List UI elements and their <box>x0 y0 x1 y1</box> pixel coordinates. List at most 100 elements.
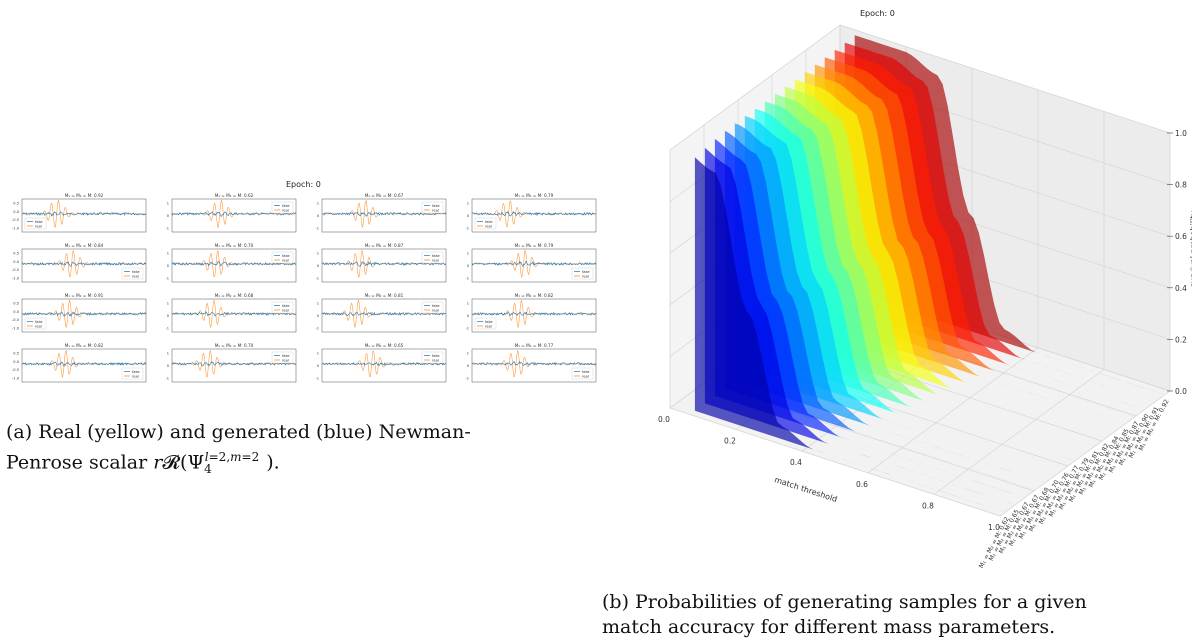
subplot-title: M₁ = M₂ = M: 0.82 <box>65 343 104 348</box>
legend-label-real: real <box>35 325 42 329</box>
y-tick-label: -1 <box>465 277 469 281</box>
y-tick-label: -1.0 <box>12 277 20 281</box>
y-tick-label: -1 <box>315 277 319 281</box>
y-tick-label: -1.0 <box>12 327 20 331</box>
y-tick-label: 0 <box>467 364 470 368</box>
y-tick-label: -1.0 <box>12 377 20 381</box>
z-tick-label: 0.6 <box>1175 232 1187 241</box>
real-series-line <box>172 199 296 229</box>
caption-a-line2: Penrose scalar <box>6 451 154 474</box>
subplot-title: M₁ = M₂ = M: 0.68 <box>215 293 254 298</box>
fake-series-line <box>321 260 447 267</box>
waveform-grid: M₁ = M₂ = M: 0.920.50.0-0.5-1.0fakerealM… <box>12 193 597 383</box>
caption-b-line2: match accuracy for different mass parame… <box>602 616 1056 638</box>
y-tick-label: 0.0 <box>13 260 19 264</box>
y-tick-label: 0 <box>167 364 170 368</box>
legend-label-real: real <box>282 259 289 263</box>
legend-label-fake: fake <box>282 254 290 258</box>
y-tick-label: 1 <box>467 302 469 306</box>
z-tick-label: 0.2 <box>1175 335 1187 344</box>
legend-label-real: real <box>582 375 589 379</box>
legend-label-fake: fake <box>485 220 493 224</box>
y-tick-label: 1 <box>467 352 469 356</box>
legend-label-fake: fake <box>485 320 493 324</box>
y-tick-label: -0.5 <box>12 368 19 372</box>
z-tick-label: 1.0 <box>1175 129 1187 138</box>
y-tick-label: 0 <box>167 214 170 218</box>
y-tick-label: -1 <box>315 327 319 331</box>
caption-a: (a) Real (yellow) and generated (blue) N… <box>6 421 471 477</box>
subplot-title: M₁ = M₂ = M: 0.91 <box>65 293 104 298</box>
fake-series-line <box>471 311 597 316</box>
y-tick-label: 0 <box>167 314 170 318</box>
caption-b: (b) Probabilities of generating samples … <box>602 590 1192 640</box>
real-series-line <box>472 249 596 279</box>
y-tick-label: -1 <box>465 227 469 231</box>
x-axis-label: match threshold <box>773 475 838 504</box>
y-tick-label: 0.5 <box>13 352 19 356</box>
y-tick-label: 1 <box>317 202 319 206</box>
y-tick-label: 0 <box>467 214 470 218</box>
legend-label-real: real <box>282 309 289 313</box>
legend-label-real: real <box>432 209 439 213</box>
fake-series-line <box>321 361 447 366</box>
legend-label-real: real <box>132 275 139 279</box>
x-tick-label: 0.6 <box>856 480 868 489</box>
y-tick-label: 0 <box>317 264 320 268</box>
z-axis: 0.0 0.2 0.4 0.6 0.8 1.0 survival probability <box>1167 129 1192 396</box>
legend-label-real: real <box>485 325 492 329</box>
legend-label-fake: fake <box>35 320 43 324</box>
y-tick-label: 0 <box>317 364 320 368</box>
legend-label-fake: fake <box>132 370 140 374</box>
y-tick-label: -1 <box>315 377 319 381</box>
fake-series-line <box>171 211 297 217</box>
legend-label-real: real <box>35 225 42 229</box>
panel-a-epoch-title: Epoch: 0 <box>286 180 321 189</box>
legend-label-real: real <box>282 209 289 213</box>
y-tick-label: 0.5 <box>13 252 19 256</box>
legend-label-fake: fake <box>582 370 590 374</box>
y-tick-label: 0 <box>467 314 470 318</box>
fake-series-line <box>21 361 147 368</box>
subplot-title: M₁ = M₂ = M: 0.67 <box>365 193 404 198</box>
legend-label-fake: fake <box>582 270 590 274</box>
legend-label-fake: fake <box>432 254 440 258</box>
z-tick-label: 0.8 <box>1175 181 1187 190</box>
legend-label-fake: fake <box>132 270 140 274</box>
x-tick-label: 0.4 <box>790 458 802 467</box>
z-tick-label: 0.4 <box>1175 284 1187 293</box>
y-tick-label: -1 <box>165 327 169 331</box>
legend-label-real: real <box>432 359 439 363</box>
fake-series-line <box>171 260 297 267</box>
real-series-line <box>22 250 146 278</box>
y-tick-label: 1 <box>167 202 169 206</box>
y-tick-label: -1 <box>465 377 469 381</box>
fake-series-line <box>471 360 597 367</box>
legend-label-fake: fake <box>282 204 290 208</box>
y-tick-label: 1 <box>467 252 469 256</box>
y-tick-label: 1 <box>317 352 319 356</box>
x-tick-label: 0.2 <box>724 437 736 446</box>
legend-label-real: real <box>432 309 439 313</box>
fake-series-line <box>21 211 147 217</box>
subplot-title: M₁ = M₂ = M: 0.87 <box>365 243 404 248</box>
